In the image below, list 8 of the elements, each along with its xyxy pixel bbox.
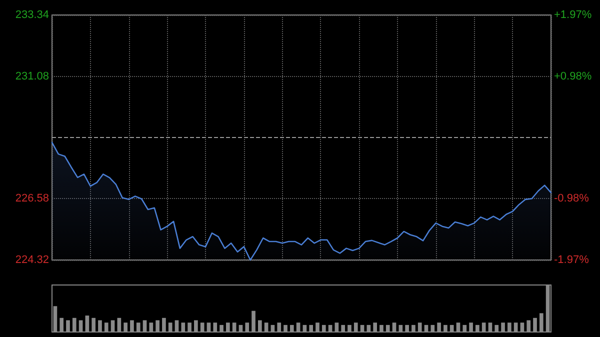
y2-tick-label: +1.97% [554, 9, 592, 21]
y2-tick-label: -0.98% [554, 192, 590, 204]
y2-tick-label: +0.98% [554, 70, 592, 83]
y-tick-label: 226.58 [15, 192, 49, 205]
y2-tick-label: -1.97% [554, 254, 590, 266]
y-tick-label: 224.32 [15, 254, 49, 266]
y-tick-label: 231.08 [15, 70, 49, 82]
y-tick-label: 233.34 [15, 9, 49, 21]
